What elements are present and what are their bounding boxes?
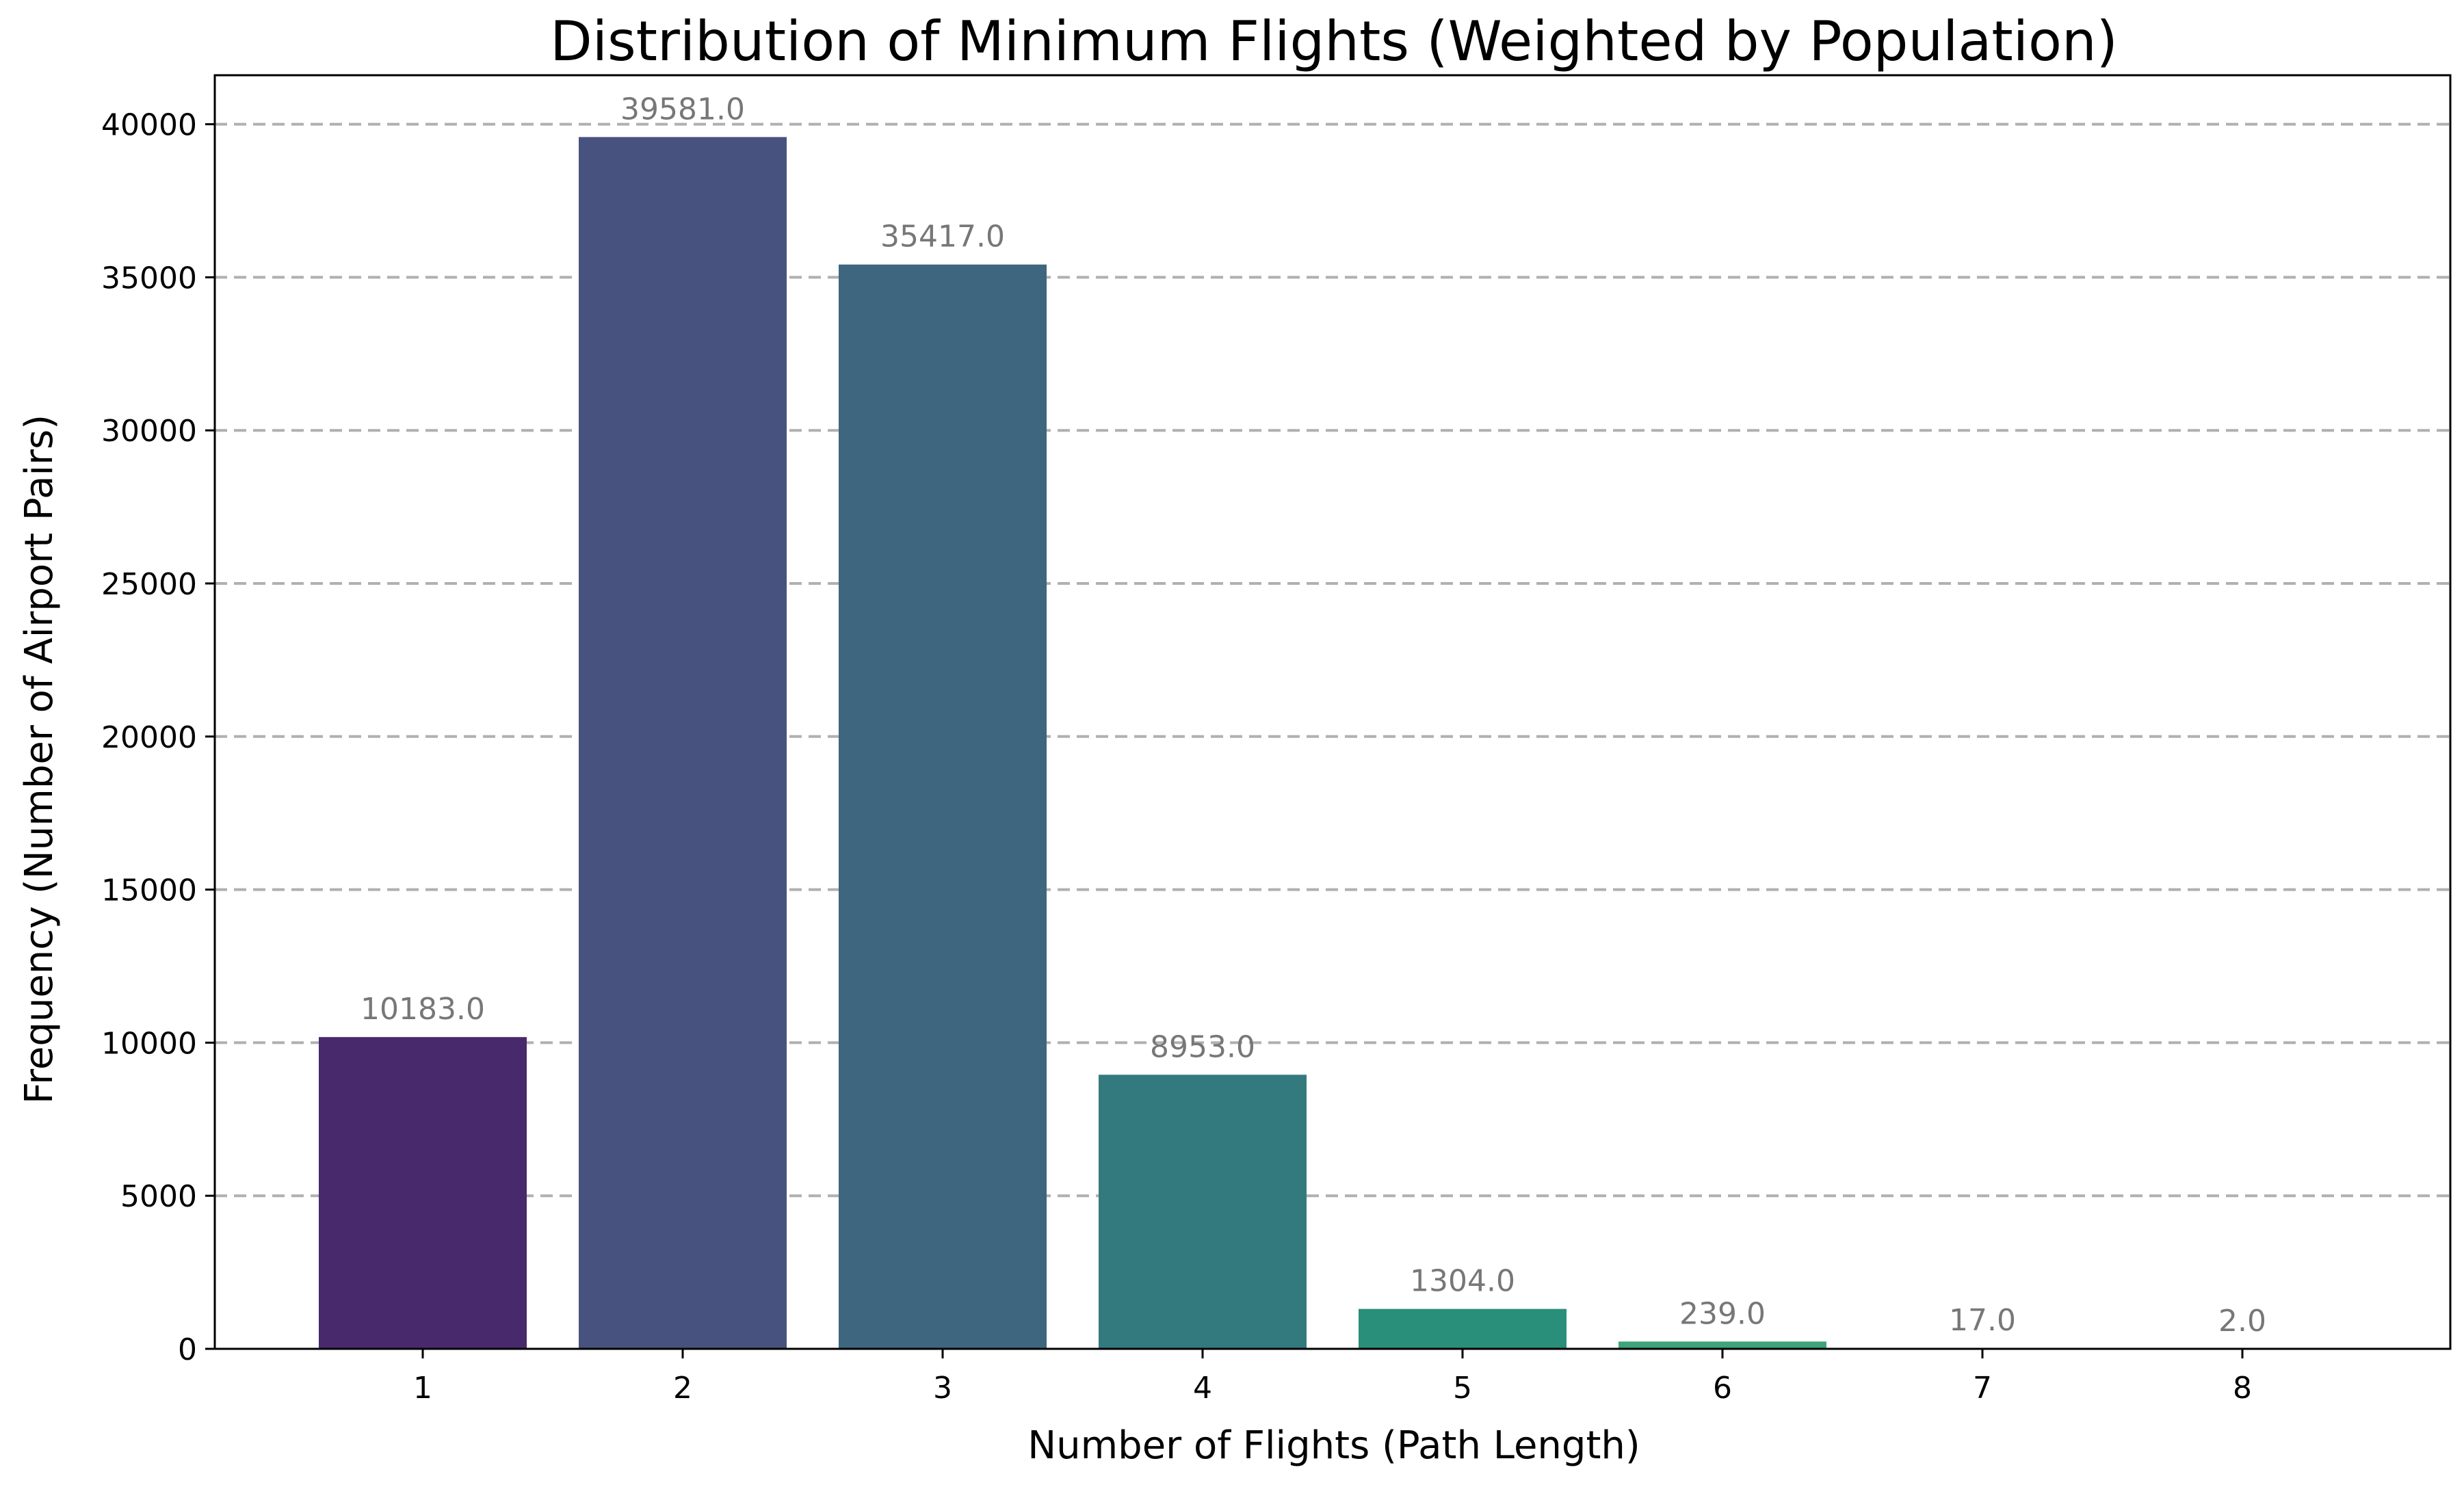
x-tick-label: 1 bbox=[413, 1371, 432, 1406]
data-label-7: 17.0 bbox=[1949, 1303, 2016, 1338]
gridlines bbox=[215, 122, 2450, 1198]
data-label-5: 1304.0 bbox=[1410, 1264, 1515, 1299]
data-label-2: 39581.0 bbox=[620, 92, 745, 127]
plot-frame bbox=[213, 74, 2452, 1350]
x-tick-label: 5 bbox=[1453, 1371, 1472, 1406]
x-tick-label: 2 bbox=[673, 1371, 692, 1406]
y-tick-label: 35000 bbox=[101, 261, 197, 295]
axes bbox=[213, 74, 2452, 1350]
chart-title: Distribution of Minimum Flights (Weighte… bbox=[550, 10, 2118, 73]
y-tick-label: 25000 bbox=[101, 567, 197, 602]
bar-6 bbox=[1618, 1341, 1826, 1349]
bar-4 bbox=[1099, 1075, 1307, 1349]
data-label-8: 2.0 bbox=[2218, 1304, 2266, 1339]
y-tick-label: 5000 bbox=[120, 1179, 197, 1214]
x-tick-label: 3 bbox=[933, 1371, 952, 1406]
x-ticks: 1 2 3 4 5 6 7 8 bbox=[413, 1349, 2252, 1406]
bars bbox=[319, 137, 2346, 1350]
y-tick-label: 15000 bbox=[101, 873, 197, 908]
data-label-3: 35417.0 bbox=[880, 220, 1005, 254]
bar-3 bbox=[839, 264, 1047, 1350]
x-tick-label: 7 bbox=[1973, 1371, 1992, 1406]
x-tick-label: 4 bbox=[1193, 1371, 1212, 1406]
y-tick-label: 10000 bbox=[101, 1026, 197, 1061]
data-labels: 10183.0 39581.0 35417.0 8953.0 1304.0 239.0 17… bbox=[361, 92, 2266, 1339]
y-tick-label: 40000 bbox=[101, 108, 197, 143]
x-tick-label: 8 bbox=[2233, 1371, 2252, 1406]
y-tick-label: 20000 bbox=[101, 720, 197, 755]
bar-1 bbox=[319, 1037, 527, 1349]
y-tick-label: 30000 bbox=[101, 414, 197, 449]
data-label-1: 10183.0 bbox=[361, 992, 485, 1027]
y-tick-label: 0 bbox=[178, 1332, 197, 1367]
data-label-4: 8953.0 bbox=[1150, 1029, 1255, 1064]
bar-2 bbox=[579, 137, 787, 1350]
x-tick-label: 6 bbox=[1713, 1371, 1732, 1406]
data-label-6: 239.0 bbox=[1679, 1296, 1766, 1331]
y-ticks: 0 5000 10000 15000 20000 25000 30000 35000 40000 bbox=[101, 108, 215, 1367]
x-axis-label: Number of Flights (Path Length) bbox=[1027, 1423, 1640, 1468]
y-axis-label: Frequency (Number of Airport Pairs) bbox=[17, 414, 62, 1104]
bar-5 bbox=[1359, 1308, 1567, 1349]
